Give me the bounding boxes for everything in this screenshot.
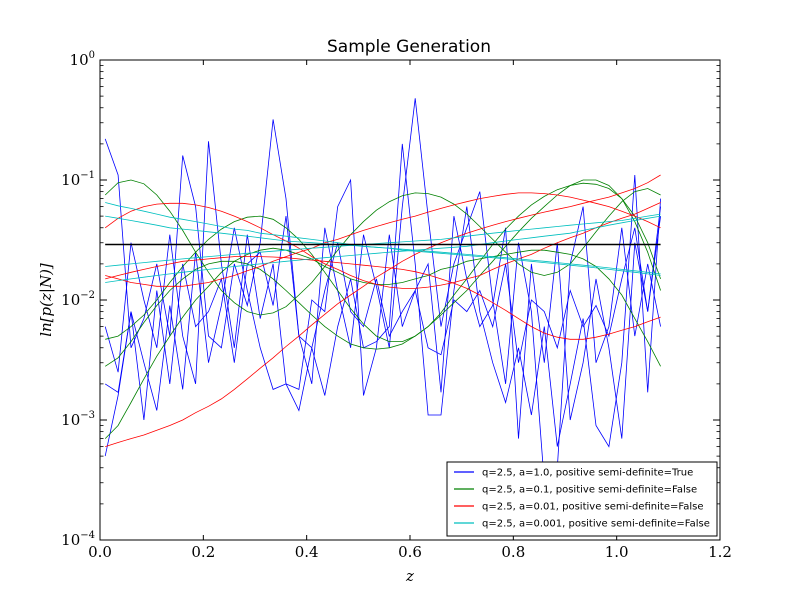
series-3-line-2 [105, 213, 661, 267]
x-tick-label: 1.2 [708, 543, 732, 561]
legend-label-3: q=2.5, a=0.001, positive semi-definite=F… [482, 519, 710, 530]
y-axis-label: ln[p(z|N)] [37, 263, 55, 337]
legend-label-0: q=2.5, a=1.0, positive semi-definite=Tru… [482, 468, 693, 479]
series-layer [104, 98, 661, 484]
series-2-line-2 [105, 192, 661, 287]
series-0-line-1 [104, 141, 661, 439]
series-1-line-3 [104, 247, 661, 439]
series-0-line-0 [104, 98, 661, 484]
series-2-line-1 [104, 202, 661, 289]
y-tick-label: 10−2 [61, 290, 95, 309]
series-1-line-1 [105, 182, 661, 343]
x-axis-label: z [405, 567, 414, 585]
legend-label-1: q=2.5, a=0.1, positive semi-definite=Fal… [482, 485, 697, 496]
y-tick-label: 10−4 [61, 530, 95, 549]
series-2-line-3 [105, 256, 661, 340]
chart-title: Sample Generation [327, 37, 491, 57]
plot-frame [99, 59, 721, 541]
series-3-line-1 [105, 215, 661, 275]
x-tick-label: 0.4 [295, 543, 319, 561]
x-tick-label: 0.0 [88, 543, 112, 561]
y-tick-label: 100 [70, 50, 95, 69]
x-tick-label: 0.8 [501, 543, 525, 561]
x-tick-label: 1.0 [605, 543, 629, 561]
y-tick-label: 10−3 [61, 410, 95, 429]
y-tick-label: 10−1 [61, 170, 95, 189]
series-1-line-2 [104, 179, 661, 367]
legend: q=2.5, a=1.0, positive semi-definite=Tru… [446, 461, 718, 537]
x-tick-label: 0.2 [191, 543, 215, 561]
series-3-line-3 [105, 215, 661, 283]
x-tick-label: 0.6 [398, 543, 422, 561]
series-0-line-3 [104, 216, 661, 457]
legend-label-2: q=2.5, a=0.01, positive semi-definite=Fa… [482, 502, 703, 513]
legend-box [446, 461, 718, 537]
axis-ticks: 0.0 0.2 0.4 0.6 0.8 1.0 1.2 100 10−1 10−2 10−3 10−4 [61, 50, 732, 561]
series-2-line-0 [105, 174, 661, 447]
